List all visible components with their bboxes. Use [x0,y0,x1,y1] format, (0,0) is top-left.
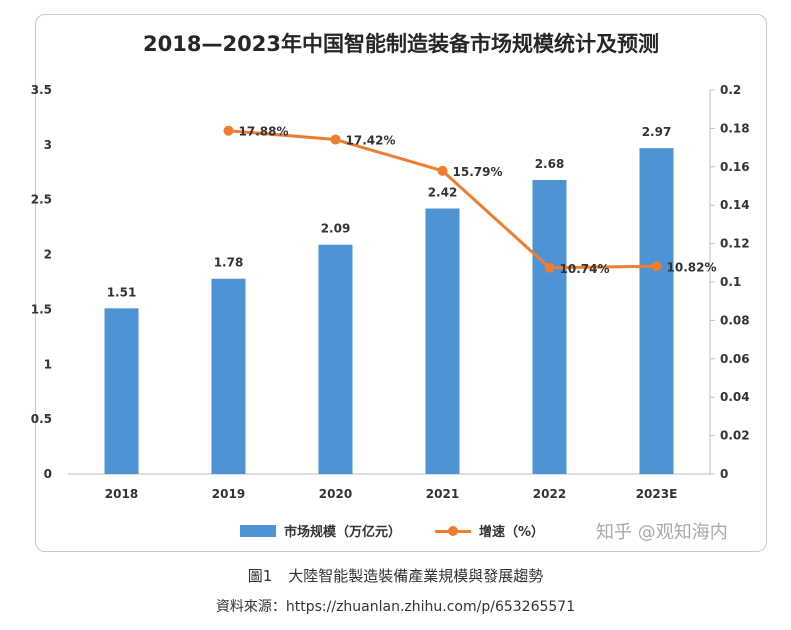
growth-value-label: 15.79% [453,165,503,179]
y-left-tick-label: 0 [44,467,52,481]
y-left-tick-label: 0.5 [31,412,52,426]
legend-swatch-bar [240,524,276,537]
source-watermark: 知乎 @观知海内 [596,522,728,543]
y-right-tick-label: 0.08 [720,313,750,327]
bar-value-label: 2.42 [428,185,458,199]
bar [211,278,246,474]
growth-point [330,134,341,145]
y-right-tick-label: 0.12 [720,237,750,251]
y-right-tick-label: 0.02 [720,429,750,443]
bar [318,244,353,474]
y-left-tick-label: 1.5 [31,302,52,316]
y-right-tick-label: 0.16 [720,160,750,174]
x-tick-label: 2018 [105,487,138,501]
y-left-tick-label: 1 [44,357,52,371]
y-right-tick-label: 0.06 [720,352,750,366]
y-right-tick-label: 0.1 [720,275,741,289]
growth-point [544,262,555,273]
x-tick-label: 2019 [212,487,245,501]
y-right-tick-label: 0.14 [720,198,750,212]
bar [425,208,460,474]
legend-swatch-line [435,525,472,537]
y-left-tick-label: 3 [44,138,52,152]
growth-point [651,261,662,272]
legend-label-growth: 增速（%） [479,525,545,540]
growth-value-label: 17.42% [346,134,396,148]
y-right-tick-label: 0.2 [720,83,741,97]
growth-point [437,165,448,176]
x-tick-label: 2021 [426,487,459,501]
y-left-tick-label: 2.5 [31,193,52,207]
legend-label-market-size: 市场规模（万亿元） [284,525,402,540]
figure-caption: 圖1 大陸智能製造裝備產業規模與發展趨勢 [0,565,791,586]
bar [639,148,674,475]
bar-value-label: 2.97 [642,125,672,139]
y-right-tick-label: 0.04 [720,390,750,404]
chart-plot: 0 0.5 1 1.5 2 2.5 3 3.5 0 0.02 0.04 0.06 0.08 0.1 0.12… [31,83,750,501]
source-url-line: 資料來源：https://zhuanlan.zhihu.com/p/653265… [215,599,576,615]
x-tick-label: 2020 [319,487,352,501]
bar-value-label: 1.78 [214,256,244,270]
y-right-tick-label: 0.18 [720,121,750,135]
y-right-tick-label: 0 [720,467,728,481]
bar-value-label: 1.51 [107,285,137,299]
x-tick-label: 2022 [533,487,566,501]
figure-number: 圖1 [247,567,273,585]
growth-point [223,125,234,136]
chart-legend: 市场规模（万亿元） 增速（%） [240,521,578,540]
growth-value-label: 17.88% [239,125,289,139]
legend-item-growth: 增速（%） [435,521,544,540]
legend-item-market-size: 市场规模（万亿元） [240,521,401,540]
bar [532,179,567,475]
y-left-tick-label: 2 [44,248,52,262]
y-left-tick-label: 3.5 [31,83,52,97]
x-tick-label: 2023E [636,487,678,501]
growth-value-label: 10.74% [560,262,610,276]
bar-value-label: 2.09 [321,222,351,236]
chart-title: 2018—2023年中国智能制造装备市场规模统计及预测 [143,32,659,56]
bar [104,308,139,474]
figure-caption-text: 大陸智能製造裝備產業規模與發展趨勢 [288,567,544,585]
bar-value-label: 2.68 [535,157,565,171]
growth-value-label: 10.82% [667,260,717,274]
